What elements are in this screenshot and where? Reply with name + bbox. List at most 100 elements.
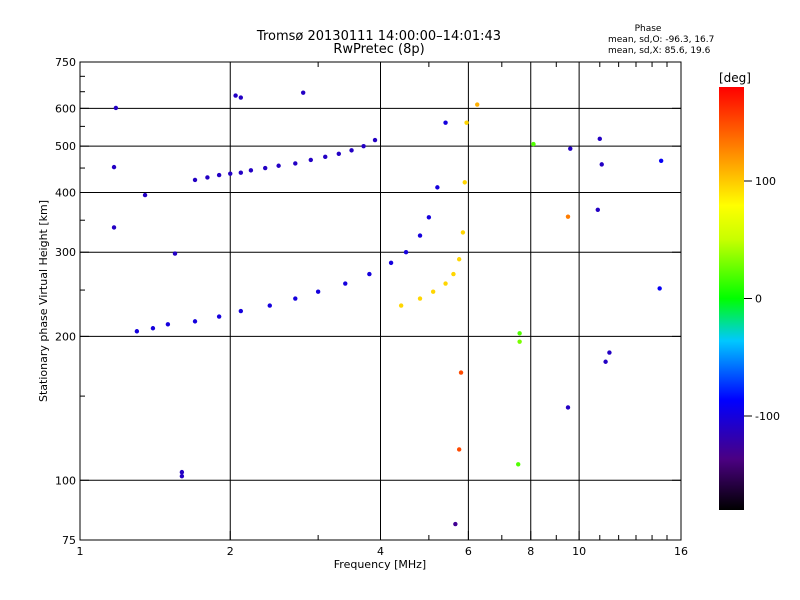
chart-title: Tromsø 20130111 14:00:00–14:01:43	[256, 29, 501, 44]
data-point	[597, 136, 602, 142]
data-point	[403, 250, 409, 255]
x-tick-label: 4	[377, 545, 384, 558]
data-point	[263, 165, 268, 171]
data-point	[111, 225, 117, 230]
data-point	[443, 120, 448, 125]
data-point	[228, 171, 233, 176]
data-point	[417, 233, 423, 238]
data-point	[192, 319, 198, 324]
data-point	[308, 157, 313, 163]
data-point	[388, 260, 394, 266]
data-point	[443, 281, 448, 286]
data-point	[113, 105, 119, 111]
data-point	[142, 192, 148, 198]
y-tick-label: 300	[55, 246, 76, 259]
data-point	[456, 447, 462, 452]
colorbar-tick-label: -100	[755, 410, 780, 423]
x-tick-label: 10	[572, 545, 586, 558]
data-point	[603, 359, 608, 364]
data-point	[349, 148, 354, 153]
data-point	[238, 170, 244, 175]
data-point	[453, 521, 458, 527]
y-tick-label: 600	[55, 102, 76, 115]
data-point	[658, 158, 664, 163]
data-points	[111, 90, 664, 527]
data-point	[134, 329, 140, 334]
x-tick-label: 1	[77, 545, 84, 558]
data-point	[367, 271, 372, 277]
data-point	[315, 289, 321, 294]
data-point	[516, 462, 521, 467]
data-point	[372, 137, 378, 143]
stats-x-mode: mean, sd,X: 85.6, 19.6	[608, 46, 711, 56]
data-point	[595, 207, 600, 213]
data-point	[323, 154, 328, 160]
data-point	[205, 175, 210, 180]
data-point	[517, 339, 522, 344]
x-tick-label: 2	[227, 545, 234, 558]
data-point	[179, 473, 185, 479]
data-point	[657, 286, 662, 291]
data-point	[458, 370, 464, 375]
y-tick-label: 500	[55, 140, 76, 153]
colorbar-tick-label: 0	[755, 293, 762, 306]
data-point	[565, 214, 571, 219]
stats-o-mode: mean, sd,O: -96.3, 16.7	[608, 35, 714, 45]
data-point	[238, 95, 244, 100]
data-point	[293, 296, 298, 301]
y-axis-label: Stationary phase Virtual Height [km]	[37, 200, 50, 402]
y-tick-label: 100	[55, 474, 76, 487]
data-point	[435, 185, 440, 190]
data-point	[165, 322, 171, 327]
data-point	[293, 161, 298, 166]
data-point	[233, 93, 238, 98]
x-tick-label: 6	[465, 545, 472, 558]
data-point	[451, 271, 456, 277]
colorbar	[719, 87, 744, 510]
data-point	[456, 257, 462, 262]
axis-ticks: 1 2 4 6 8 10 16 75 100 200 300 400 500 600 750	[55, 56, 688, 558]
chart-subtitle: RwPretec (8p)	[333, 42, 424, 57]
data-point	[475, 102, 480, 107]
data-point	[192, 177, 198, 183]
data-point	[517, 331, 522, 336]
data-point	[531, 141, 536, 147]
colorbar-label: [deg]	[719, 71, 751, 85]
data-point	[460, 230, 466, 235]
data-point	[430, 289, 436, 294]
data-point	[150, 326, 156, 331]
x-axis-label: Frequency [MHz]	[334, 558, 426, 571]
y-tick-label: 75	[62, 534, 76, 547]
data-point	[462, 180, 467, 185]
x-tick-label: 8	[527, 545, 534, 558]
data-point	[216, 172, 222, 178]
colorbar-ticks: 100 0 -100	[744, 175, 780, 423]
data-point	[216, 314, 222, 319]
y-tick-label: 200	[55, 330, 76, 343]
data-point	[238, 308, 244, 314]
data-point	[343, 281, 348, 286]
data-point	[361, 143, 366, 149]
data-point	[417, 296, 423, 301]
data-point	[300, 90, 306, 95]
colorbar-tick-label: 100	[755, 175, 776, 188]
data-point	[568, 146, 573, 151]
y-tick-label: 750	[55, 56, 76, 69]
x-tick-label: 16	[674, 545, 688, 558]
data-point	[172, 251, 178, 256]
data-point	[248, 168, 254, 173]
data-point	[111, 164, 117, 170]
grid-lines	[80, 62, 681, 540]
data-point	[464, 120, 469, 125]
data-point	[276, 163, 281, 168]
data-point	[599, 162, 604, 167]
data-point	[398, 303, 404, 308]
data-point	[607, 350, 612, 355]
data-point	[267, 303, 272, 308]
data-point	[336, 151, 342, 156]
stats-heading: Phase	[635, 24, 662, 34]
y-tick-label: 400	[55, 186, 76, 199]
data-point	[179, 469, 185, 475]
data-point	[426, 215, 432, 220]
